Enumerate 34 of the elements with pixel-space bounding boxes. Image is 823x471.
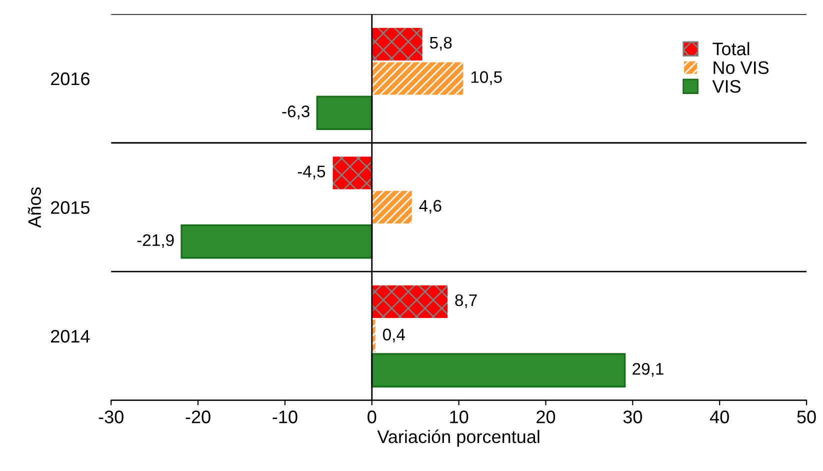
y-tick-label: 2016 xyxy=(51,72,90,86)
data-label: 5,8 xyxy=(430,36,452,51)
x-tick-label: 20 xyxy=(536,410,556,424)
y-tick-label: 2015 xyxy=(51,201,90,214)
data-label: 10,5 xyxy=(471,71,502,85)
bar xyxy=(372,62,464,95)
legend-label: No VIS xyxy=(714,61,769,74)
bar xyxy=(372,285,448,318)
x-tick-label: -30 xyxy=(98,410,124,424)
data-label: -4,5 xyxy=(298,166,326,180)
x-tick-label: 30 xyxy=(623,410,642,424)
data-label: 8,7 xyxy=(455,294,477,308)
y-tick-label: 2014 xyxy=(51,330,90,343)
x-tick-label: 10 xyxy=(450,410,468,424)
bar xyxy=(180,224,373,259)
bar xyxy=(316,96,373,130)
x-tick-label: -10 xyxy=(272,410,298,424)
x-tick-label: 50 xyxy=(797,410,816,424)
legend-label: Total xyxy=(712,42,750,56)
data-label: 29,1 xyxy=(632,362,664,377)
y-axis-title: Años xyxy=(28,187,41,228)
x-axis-title: Variación porcentual xyxy=(377,430,540,447)
x-tick-label: 40 xyxy=(710,410,729,424)
bar xyxy=(371,353,626,388)
data-label: -6,3 xyxy=(282,106,310,120)
bar xyxy=(372,28,422,60)
legend-label: VIS xyxy=(712,80,740,93)
data-label: 4,6 xyxy=(419,200,442,214)
data-label: 0,4 xyxy=(382,328,405,342)
x-tick-label: 0 xyxy=(368,410,376,424)
bar xyxy=(332,156,372,190)
data-label: -21,9 xyxy=(137,234,174,248)
bar xyxy=(372,190,412,224)
x-tick-label: -20 xyxy=(186,410,210,424)
